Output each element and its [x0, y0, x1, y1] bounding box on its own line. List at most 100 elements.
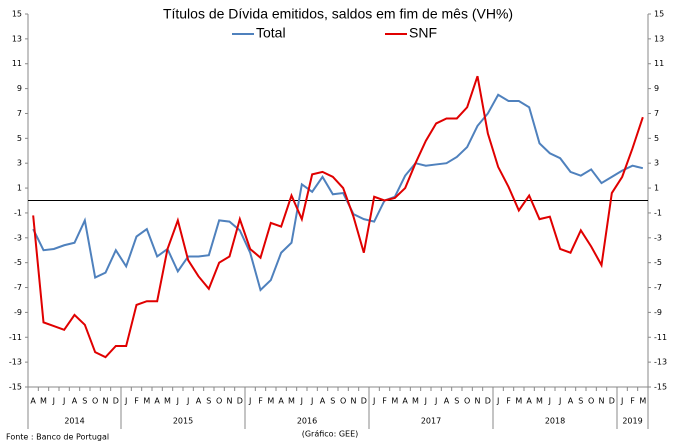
x-tick-label: J — [124, 397, 127, 406]
series-line — [32, 93, 644, 292]
x-tick-label: J — [176, 397, 179, 406]
x-tick-label: D — [609, 397, 615, 406]
x-tick-label: S — [454, 397, 459, 406]
y-tick-label: 3 — [17, 159, 22, 168]
x-tick-label: M — [639, 397, 646, 406]
legend-label: SNF — [409, 25, 437, 41]
x-tick-label: F — [630, 397, 635, 406]
y-tick-label: 9 — [17, 84, 22, 93]
x-tick-label: A — [30, 397, 36, 406]
x-tick-label: A — [278, 397, 284, 406]
x-tick-label: J — [52, 397, 55, 406]
y-tick-label: -11 — [9, 333, 22, 342]
y-tick-label: -1 — [14, 208, 22, 217]
x-tick-label: D — [113, 397, 119, 406]
legend-label: Total — [256, 25, 286, 41]
y2-tick-label: -11 — [654, 333, 667, 342]
y2-tick-label: -5 — [654, 258, 662, 267]
x-tick-label: O — [340, 397, 346, 406]
y2-tick-label: 11 — [654, 59, 664, 68]
y-tick-label: 5 — [17, 134, 22, 143]
x-tick-label: O — [464, 397, 470, 406]
x-tick-label: A — [320, 397, 326, 406]
x-tick-label: J — [300, 397, 303, 406]
year-label: 2018 — [545, 417, 565, 426]
x-tick-label: F — [134, 397, 139, 406]
year-label: 2016 — [297, 417, 317, 426]
y2-tick-label: -9 — [654, 308, 662, 317]
x-tick-label: S — [206, 397, 211, 406]
x-tick-label: J — [434, 397, 437, 406]
x-tick-label: D — [361, 397, 367, 406]
x-tick-label: J — [248, 397, 251, 406]
x-tick-label: J — [62, 397, 65, 406]
y2-tick-label: -1 — [654, 208, 662, 217]
y-tick-label: 11 — [12, 59, 22, 68]
y-tick-label: -3 — [14, 233, 22, 242]
y-tick-label: -9 — [14, 308, 22, 317]
y-tick-label: 15 — [12, 10, 22, 19]
x-tick-label: J — [310, 397, 313, 406]
x-tick-label: M — [267, 397, 274, 406]
x-tick-label: A — [526, 397, 532, 406]
y2-tick-label: 9 — [654, 84, 659, 93]
x-tick-label: A — [154, 397, 160, 406]
y2-tick-label: -3 — [654, 233, 662, 242]
x-tick-label: A — [196, 397, 202, 406]
y2-tick-label: 1 — [654, 184, 659, 193]
x-tick-label: S — [82, 397, 87, 406]
x-tick-label: N — [475, 397, 481, 406]
credit-note: (Gráfico: GEE) — [302, 430, 359, 439]
y-tick-label: 13 — [12, 34, 22, 43]
y-tick-label: -13 — [9, 358, 22, 367]
x-tick-label: M — [412, 397, 419, 406]
x-tick-label: M — [143, 397, 150, 406]
x-tick-label: J — [424, 397, 427, 406]
y2-tick-label: -7 — [654, 283, 662, 292]
y-tick-label: -5 — [14, 258, 22, 267]
y2-tick-label: -13 — [654, 358, 667, 367]
year-label: 2014 — [64, 417, 84, 426]
y-tick-label: 7 — [17, 109, 22, 118]
x-tick-label: O — [216, 397, 222, 406]
x-tick-label: J — [548, 397, 551, 406]
x-tick-label: O — [92, 397, 98, 406]
x-tick-label: M — [288, 397, 295, 406]
y-tick-label: -15 — [9, 383, 22, 392]
y2-tick-label: 3 — [654, 159, 659, 168]
x-tick-label: M — [164, 397, 171, 406]
x-tick-label: A — [444, 397, 450, 406]
x-tick-label: M — [391, 397, 398, 406]
y2-tick-label: 7 — [654, 109, 659, 118]
source-note: Fonte : Banco de Portugal — [6, 433, 109, 442]
x-tick-label: N — [599, 397, 605, 406]
x-tick-label: M — [515, 397, 522, 406]
x-tick-label: A — [568, 397, 574, 406]
x-tick-label: J — [620, 397, 623, 406]
year-label: 2019 — [622, 417, 642, 426]
y2-tick-label: 13 — [654, 34, 664, 43]
x-tick-label: M — [40, 397, 47, 406]
series-line — [32, 75, 644, 359]
y2-tick-label: 15 — [654, 10, 664, 19]
x-tick-label: A — [72, 397, 78, 406]
x-tick-label: J — [186, 397, 189, 406]
year-label: 2017 — [421, 417, 441, 426]
y2-tick-label: -15 — [654, 383, 667, 392]
x-tick-label: O — [588, 397, 594, 406]
x-tick-label: D — [237, 397, 243, 406]
x-tick-label: J — [558, 397, 561, 406]
y2-tick-label: 5 — [654, 134, 659, 143]
x-tick-label: M — [536, 397, 543, 406]
x-tick-label: A — [402, 397, 408, 406]
y-tick-label: -7 — [14, 283, 22, 292]
x-tick-label: D — [485, 397, 491, 406]
x-tick-label: S — [578, 397, 583, 406]
chart-title: Títulos de Dívida emitidos, saldos em fi… — [163, 6, 513, 22]
x-tick-label: F — [382, 397, 387, 406]
x-tick-label: N — [103, 397, 109, 406]
y-tick-label: 1 — [17, 184, 22, 193]
year-label: 2015 — [173, 417, 193, 426]
x-tick-label: F — [506, 397, 511, 406]
